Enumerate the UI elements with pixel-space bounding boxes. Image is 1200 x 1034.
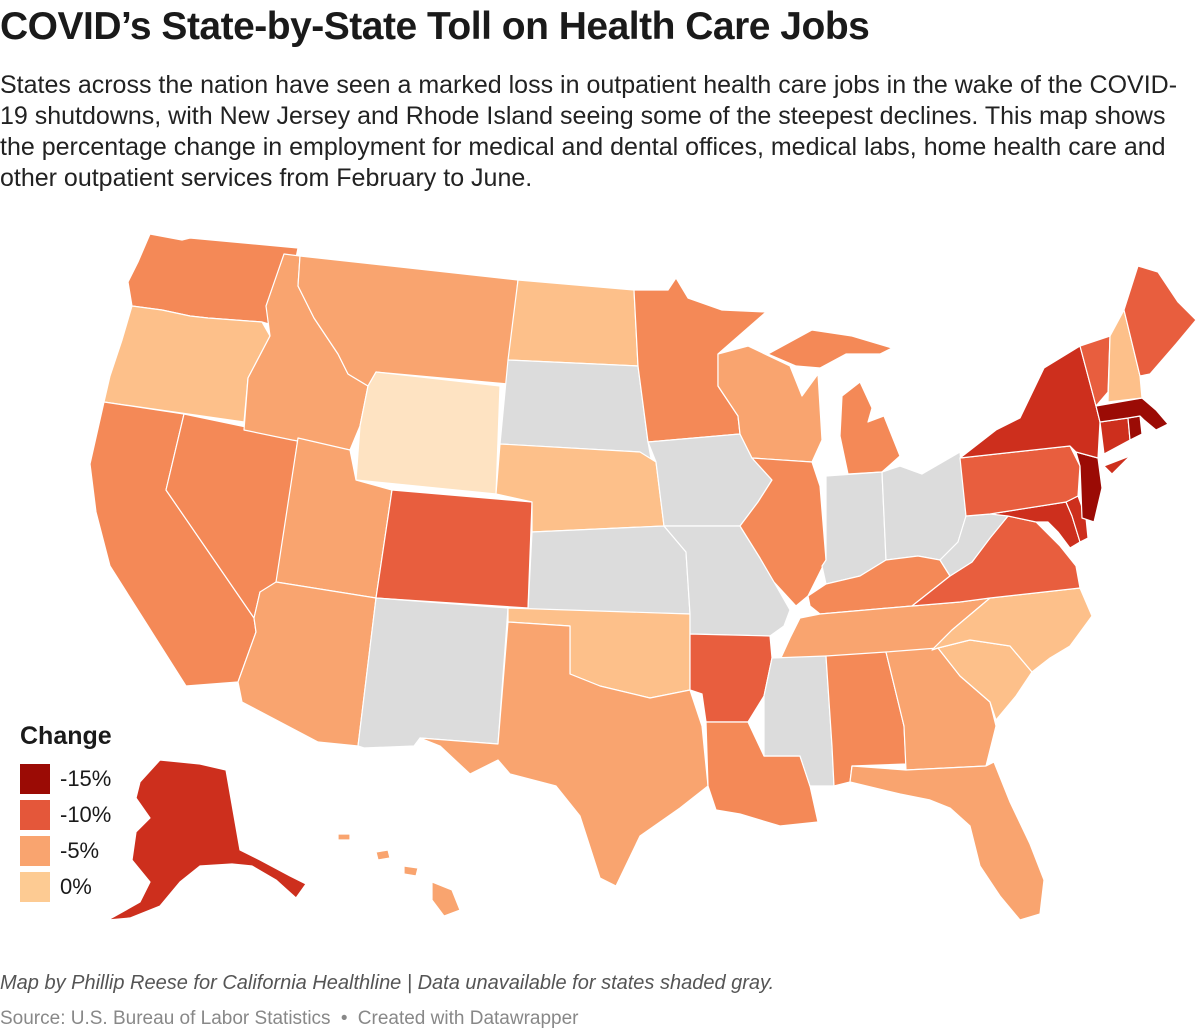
state-north-dakota[interactable] (507, 279, 639, 367)
legend-label: -15% (60, 766, 112, 791)
state-arizona[interactable] (237, 581, 377, 747)
legend-item: -10% (20, 797, 112, 833)
legend-label: -5% (60, 838, 100, 863)
us-map (89, 233, 1197, 921)
state-oregon[interactable] (103, 305, 271, 423)
legend-swatch (20, 800, 50, 830)
state-connecticut[interactable] (1099, 417, 1131, 455)
legend-title: Change (20, 722, 112, 750)
state-north-carolina[interactable] (931, 587, 1093, 673)
state-kansas[interactable] (527, 525, 691, 615)
legend-swatch (20, 764, 50, 794)
legend-item: -15% (20, 761, 112, 797)
legend: Change -15% -10% -5% 0% (20, 722, 112, 905)
source-separator: • (340, 1008, 348, 1029)
legend-item: 0% (20, 869, 112, 905)
state-colorado[interactable] (375, 489, 533, 609)
state-illinois[interactable] (739, 457, 827, 607)
legend-label: -10% (60, 802, 112, 827)
legend-swatch (20, 872, 50, 902)
state-texas[interactable] (419, 621, 709, 887)
legend-swatch (20, 836, 50, 866)
legend-item: -5% (20, 833, 112, 869)
legend-label: 0% (60, 874, 92, 899)
state-michigan[interactable] (767, 329, 901, 475)
state-wisconsin[interactable] (717, 345, 823, 463)
state-louisiana[interactable] (705, 721, 819, 827)
state-new-hampshire[interactable] (1107, 309, 1143, 403)
map-description: States across the nation have seen a mar… (0, 71, 1178, 192)
state-arkansas[interactable] (689, 633, 773, 723)
state-wyoming[interactable] (355, 371, 501, 495)
source-text: Source: U.S. Bureau of Labor Statistics (0, 1008, 331, 1029)
map-title: COVID’s State-by-State Toll on Health Ca… (0, 5, 870, 48)
state-massachusetts[interactable] (1095, 397, 1169, 431)
datawrapper-credit[interactable]: Created with Datawrapper (357, 1008, 579, 1029)
state-rhode-island[interactable] (1127, 415, 1143, 441)
state-florida[interactable] (849, 761, 1045, 921)
state-ohio[interactable] (881, 451, 967, 561)
map-notes: Map by Phillip Reese for California Heal… (0, 972, 775, 994)
state-alaska[interactable] (107, 759, 307, 921)
state-maine[interactable] (1123, 265, 1197, 377)
state-new-mexico[interactable] (357, 597, 509, 749)
source-line: Source: U.S. Bureau of Labor Statistics … (0, 1008, 579, 1030)
state-hawaii[interactable] (337, 833, 461, 917)
state-pennsylvania[interactable] (959, 445, 1081, 517)
